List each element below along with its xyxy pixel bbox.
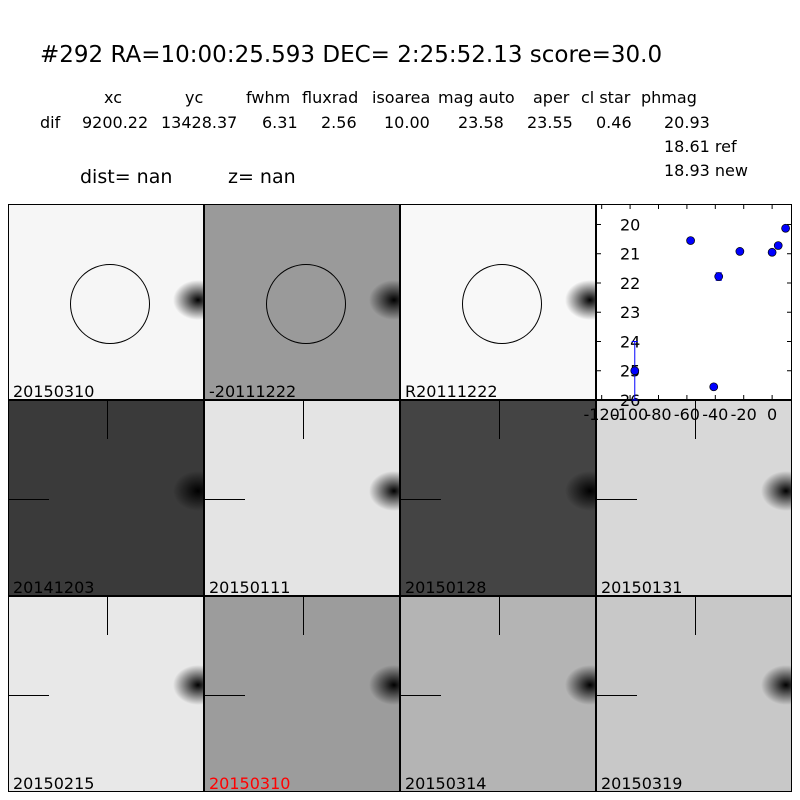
title: #292 RA=10:00:25.593 DEC= 2:25:52.13 sco… — [40, 42, 663, 68]
column-header: isoarea — [372, 88, 431, 107]
column-header: yc — [185, 88, 204, 107]
value-cell: 20.93 — [664, 113, 710, 132]
crosshair-horizontal — [9, 695, 49, 697]
value-cell: 0.46 — [596, 113, 632, 132]
panel-label: R20111222 — [405, 382, 498, 400]
column-header: fluxrad — [302, 88, 359, 107]
value-cell: 23.55 — [527, 113, 573, 132]
panel-label: 20141203 — [13, 578, 95, 596]
source-blob — [565, 280, 595, 320]
panel-label: 20150319 — [601, 774, 683, 792]
dist-value: dist= nan — [80, 166, 173, 188]
crosshair-vertical — [107, 597, 109, 635]
x-tick-label: -100 — [612, 405, 648, 424]
value-cell: 13428.37 — [161, 113, 238, 132]
crosshair-horizontal — [9, 499, 49, 501]
source-blob — [369, 471, 399, 511]
cutout-panel: 20150314 — [400, 596, 596, 792]
aperture-circle — [462, 264, 542, 344]
new-mag: 18.93 new — [664, 161, 748, 180]
cutout-panel: 20150310 — [204, 596, 400, 792]
crosshair-horizontal — [401, 499, 441, 501]
source-blob — [173, 280, 203, 320]
row-label: dif — [40, 113, 61, 132]
source-blob — [565, 665, 595, 705]
x-tick-label: -60 — [674, 405, 700, 424]
column-header: aper — [533, 88, 570, 107]
crosshair-horizontal — [205, 499, 245, 501]
x-tick-label: -120 — [584, 405, 620, 424]
source-blob — [173, 665, 203, 705]
source-blob — [761, 471, 791, 511]
cutout-panel: -20111222 — [204, 204, 400, 400]
crosshair-horizontal — [205, 695, 245, 697]
column-header: cl star — [581, 88, 631, 107]
crosshair-vertical — [303, 597, 305, 635]
crosshair-vertical — [695, 597, 697, 635]
data-point — [767, 247, 777, 257]
column-header: mag auto — [438, 88, 515, 107]
z-value: z= nan — [228, 166, 296, 188]
cutout-panel: 20141203 — [8, 400, 204, 596]
data-point — [714, 272, 724, 281]
x-tick-label: -40 — [702, 405, 728, 424]
cutout-panel: 20150131 — [596, 400, 792, 596]
column-header: phmag — [641, 88, 697, 107]
panel-label: -20111222 — [209, 382, 297, 400]
panel-label: 20150310 — [209, 774, 291, 792]
crosshair-horizontal — [401, 695, 441, 697]
source-blob — [369, 665, 399, 705]
x-tick-label: 0 — [767, 405, 777, 424]
ref-mag: 18.61 ref — [664, 137, 737, 156]
x-tick-label: -80 — [645, 405, 671, 424]
panel-label: 20150310 — [13, 382, 95, 400]
data-point — [686, 236, 695, 245]
value-cell: 2.56 — [321, 113, 357, 132]
crosshair-horizontal — [597, 695, 637, 697]
panel-label: 20150111 — [209, 578, 291, 596]
crosshair-vertical — [695, 401, 697, 439]
cutout-panel: 20150310 — [8, 204, 204, 400]
aperture-circle — [70, 264, 150, 344]
panel-label: 20150128 — [405, 578, 487, 596]
cutout-panel: R20111222 — [400, 204, 596, 400]
cutout-panel: 20150111 — [204, 400, 400, 596]
data-point — [781, 223, 790, 233]
source-blob — [565, 471, 595, 511]
y-tick-label: 24 — [620, 332, 640, 351]
aperture-circle — [266, 264, 346, 344]
cutout-panel: 20150215 — [8, 596, 204, 792]
panel-label: 20150131 — [601, 578, 683, 596]
value-cell: 9200.22 — [82, 113, 149, 132]
crosshair-vertical — [499, 597, 501, 635]
column-header: xc — [104, 88, 122, 107]
panel-label: 20150215 — [13, 774, 95, 792]
data-point — [630, 366, 640, 376]
cutout-panel: 20150319 — [596, 596, 792, 792]
plot-frame — [596, 204, 792, 400]
y-tick-label: 21 — [620, 245, 640, 264]
crosshair-vertical — [303, 401, 305, 439]
crosshair-horizontal — [597, 499, 637, 501]
column-header: fwhm — [246, 88, 291, 107]
source-blob — [173, 471, 203, 511]
data-point — [773, 241, 783, 250]
y-tick-label: 22 — [620, 274, 640, 293]
value-cell: 23.58 — [458, 113, 504, 132]
value-cell: 6.31 — [262, 113, 298, 132]
source-blob — [369, 280, 399, 320]
y-tick-label: 20 — [620, 215, 640, 234]
data-point — [709, 382, 719, 392]
value-cell: 10.00 — [384, 113, 430, 132]
data-point — [735, 247, 745, 256]
crosshair-vertical — [107, 401, 109, 439]
panel-label: 20150314 — [405, 774, 487, 792]
y-tick-label: 23 — [620, 303, 640, 322]
crosshair-vertical — [499, 401, 501, 439]
source-blob — [761, 665, 791, 705]
x-tick-label: -20 — [731, 405, 757, 424]
cutout-panel: 20150128 — [400, 400, 596, 596]
